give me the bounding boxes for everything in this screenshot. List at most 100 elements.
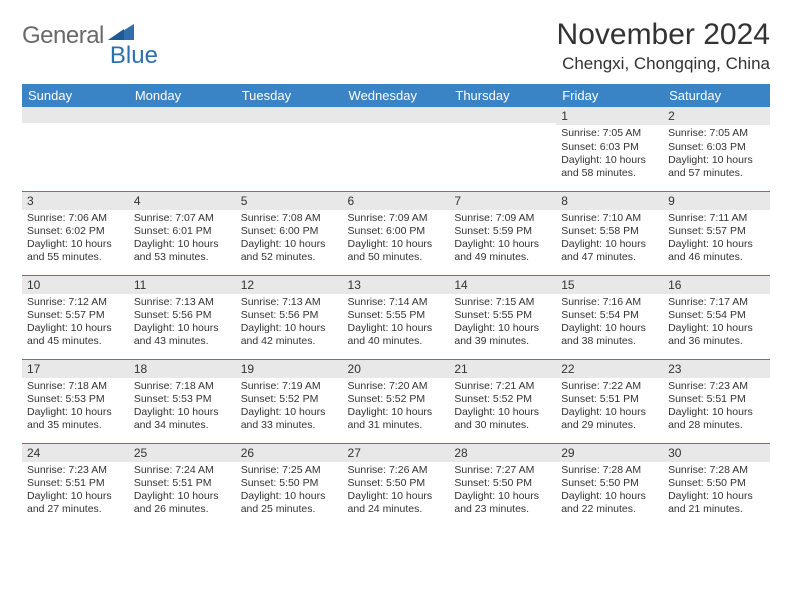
day-number (236, 107, 343, 123)
day-number: 8 (556, 192, 663, 210)
day-number: 14 (449, 276, 556, 294)
day-cell (129, 107, 236, 191)
day-details: Sunrise: 7:28 AMSunset: 5:50 PMDaylight:… (663, 462, 770, 521)
day-number: 26 (236, 444, 343, 462)
day-details: Sunrise: 7:10 AMSunset: 5:58 PMDaylight:… (556, 210, 663, 269)
day-number: 13 (343, 276, 450, 294)
day-number (343, 107, 450, 123)
day-number: 5 (236, 192, 343, 210)
day-details: Sunrise: 7:06 AMSunset: 6:02 PMDaylight:… (22, 210, 129, 269)
title-block: November 2024 Chengxi, Chongqing, China (557, 18, 770, 78)
day-number: 4 (129, 192, 236, 210)
day-details: Sunrise: 7:17 AMSunset: 5:54 PMDaylight:… (663, 294, 770, 353)
day-cell: 6Sunrise: 7:09 AMSunset: 6:00 PMDaylight… (343, 191, 450, 275)
day-details: Sunrise: 7:19 AMSunset: 5:52 PMDaylight:… (236, 378, 343, 437)
day-details: Sunrise: 7:21 AMSunset: 5:52 PMDaylight:… (449, 378, 556, 437)
day-details: Sunrise: 7:15 AMSunset: 5:55 PMDaylight:… (449, 294, 556, 353)
day-cell: 11Sunrise: 7:13 AMSunset: 5:56 PMDayligh… (129, 275, 236, 359)
day-number: 27 (343, 444, 450, 462)
day-number: 19 (236, 360, 343, 378)
day-details: Sunrise: 7:25 AMSunset: 5:50 PMDaylight:… (236, 462, 343, 521)
day-number: 15 (556, 276, 663, 294)
day-cell: 3Sunrise: 7:06 AMSunset: 6:02 PMDaylight… (22, 191, 129, 275)
day-number: 17 (22, 360, 129, 378)
day-cell: 14Sunrise: 7:15 AMSunset: 5:55 PMDayligh… (449, 275, 556, 359)
day-cell: 12Sunrise: 7:13 AMSunset: 5:56 PMDayligh… (236, 275, 343, 359)
day-details: Sunrise: 7:18 AMSunset: 5:53 PMDaylight:… (129, 378, 236, 437)
day-cell: 4Sunrise: 7:07 AMSunset: 6:01 PMDaylight… (129, 191, 236, 275)
day-cell: 23Sunrise: 7:23 AMSunset: 5:51 PMDayligh… (663, 359, 770, 443)
day-number: 29 (556, 444, 663, 462)
day-cell: 26Sunrise: 7:25 AMSunset: 5:50 PMDayligh… (236, 443, 343, 527)
day-cell: 13Sunrise: 7:14 AMSunset: 5:55 PMDayligh… (343, 275, 450, 359)
day-details: Sunrise: 7:11 AMSunset: 5:57 PMDaylight:… (663, 210, 770, 269)
week-row: 3Sunrise: 7:06 AMSunset: 6:02 PMDaylight… (22, 191, 770, 275)
day-details: Sunrise: 7:08 AMSunset: 6:00 PMDaylight:… (236, 210, 343, 269)
day-number: 9 (663, 192, 770, 210)
day-details: Sunrise: 7:13 AMSunset: 5:56 PMDaylight:… (236, 294, 343, 353)
day-number: 6 (343, 192, 450, 210)
day-number: 16 (663, 276, 770, 294)
day-number: 12 (236, 276, 343, 294)
day-of-week-row: Sunday Monday Tuesday Wednesday Thursday… (22, 84, 770, 107)
day-cell: 17Sunrise: 7:18 AMSunset: 5:53 PMDayligh… (22, 359, 129, 443)
day-cell: 7Sunrise: 7:09 AMSunset: 5:59 PMDaylight… (449, 191, 556, 275)
day-details: Sunrise: 7:12 AMSunset: 5:57 PMDaylight:… (22, 294, 129, 353)
day-number: 21 (449, 360, 556, 378)
day-cell (343, 107, 450, 191)
week-row: 24Sunrise: 7:23 AMSunset: 5:51 PMDayligh… (22, 443, 770, 527)
day-number: 28 (449, 444, 556, 462)
location: Chengxi, Chongqing, China (557, 54, 770, 74)
day-number: 1 (556, 107, 663, 125)
calendar-table: Sunday Monday Tuesday Wednesday Thursday… (22, 84, 770, 527)
day-number: 7 (449, 192, 556, 210)
day-cell: 25Sunrise: 7:24 AMSunset: 5:51 PMDayligh… (129, 443, 236, 527)
day-cell (236, 107, 343, 191)
day-cell: 28Sunrise: 7:27 AMSunset: 5:50 PMDayligh… (449, 443, 556, 527)
day-number: 18 (129, 360, 236, 378)
dow-header: Monday (129, 84, 236, 107)
week-row: 17Sunrise: 7:18 AMSunset: 5:53 PMDayligh… (22, 359, 770, 443)
day-cell: 16Sunrise: 7:17 AMSunset: 5:54 PMDayligh… (663, 275, 770, 359)
day-number (129, 107, 236, 123)
day-number: 2 (663, 107, 770, 125)
day-details: Sunrise: 7:16 AMSunset: 5:54 PMDaylight:… (556, 294, 663, 353)
day-details: Sunrise: 7:05 AMSunset: 6:03 PMDaylight:… (663, 125, 770, 184)
logo-text-gray: General (22, 22, 104, 50)
month-title: November 2024 (557, 18, 770, 52)
day-cell: 19Sunrise: 7:19 AMSunset: 5:52 PMDayligh… (236, 359, 343, 443)
day-number (22, 107, 129, 123)
day-details: Sunrise: 7:26 AMSunset: 5:50 PMDaylight:… (343, 462, 450, 521)
day-number: 3 (22, 192, 129, 210)
day-details: Sunrise: 7:27 AMSunset: 5:50 PMDaylight:… (449, 462, 556, 521)
day-details: Sunrise: 7:05 AMSunset: 6:03 PMDaylight:… (556, 125, 663, 184)
calendar-page: General Blue November 2024 Chengxi, Chon… (0, 0, 792, 537)
day-details: Sunrise: 7:28 AMSunset: 5:50 PMDaylight:… (556, 462, 663, 521)
day-cell: 20Sunrise: 7:20 AMSunset: 5:52 PMDayligh… (343, 359, 450, 443)
day-details: Sunrise: 7:22 AMSunset: 5:51 PMDaylight:… (556, 378, 663, 437)
day-cell: 10Sunrise: 7:12 AMSunset: 5:57 PMDayligh… (22, 275, 129, 359)
day-details: Sunrise: 7:24 AMSunset: 5:51 PMDaylight:… (129, 462, 236, 521)
day-cell: 21Sunrise: 7:21 AMSunset: 5:52 PMDayligh… (449, 359, 556, 443)
day-details: Sunrise: 7:18 AMSunset: 5:53 PMDaylight:… (22, 378, 129, 437)
day-number: 23 (663, 360, 770, 378)
day-cell: 22Sunrise: 7:22 AMSunset: 5:51 PMDayligh… (556, 359, 663, 443)
day-number: 11 (129, 276, 236, 294)
day-cell: 18Sunrise: 7:18 AMSunset: 5:53 PMDayligh… (129, 359, 236, 443)
day-number: 24 (22, 444, 129, 462)
day-cell (22, 107, 129, 191)
day-cell: 15Sunrise: 7:16 AMSunset: 5:54 PMDayligh… (556, 275, 663, 359)
day-details: Sunrise: 7:20 AMSunset: 5:52 PMDaylight:… (343, 378, 450, 437)
day-cell: 1Sunrise: 7:05 AMSunset: 6:03 PMDaylight… (556, 107, 663, 191)
day-number: 25 (129, 444, 236, 462)
logo-text-blue: Blue (110, 42, 158, 70)
day-cell (449, 107, 556, 191)
day-number (449, 107, 556, 123)
day-cell: 30Sunrise: 7:28 AMSunset: 5:50 PMDayligh… (663, 443, 770, 527)
dow-header: Sunday (22, 84, 129, 107)
day-number: 10 (22, 276, 129, 294)
dow-header: Saturday (663, 84, 770, 107)
day-number: 30 (663, 444, 770, 462)
day-details: Sunrise: 7:23 AMSunset: 5:51 PMDaylight:… (663, 378, 770, 437)
dow-header: Tuesday (236, 84, 343, 107)
